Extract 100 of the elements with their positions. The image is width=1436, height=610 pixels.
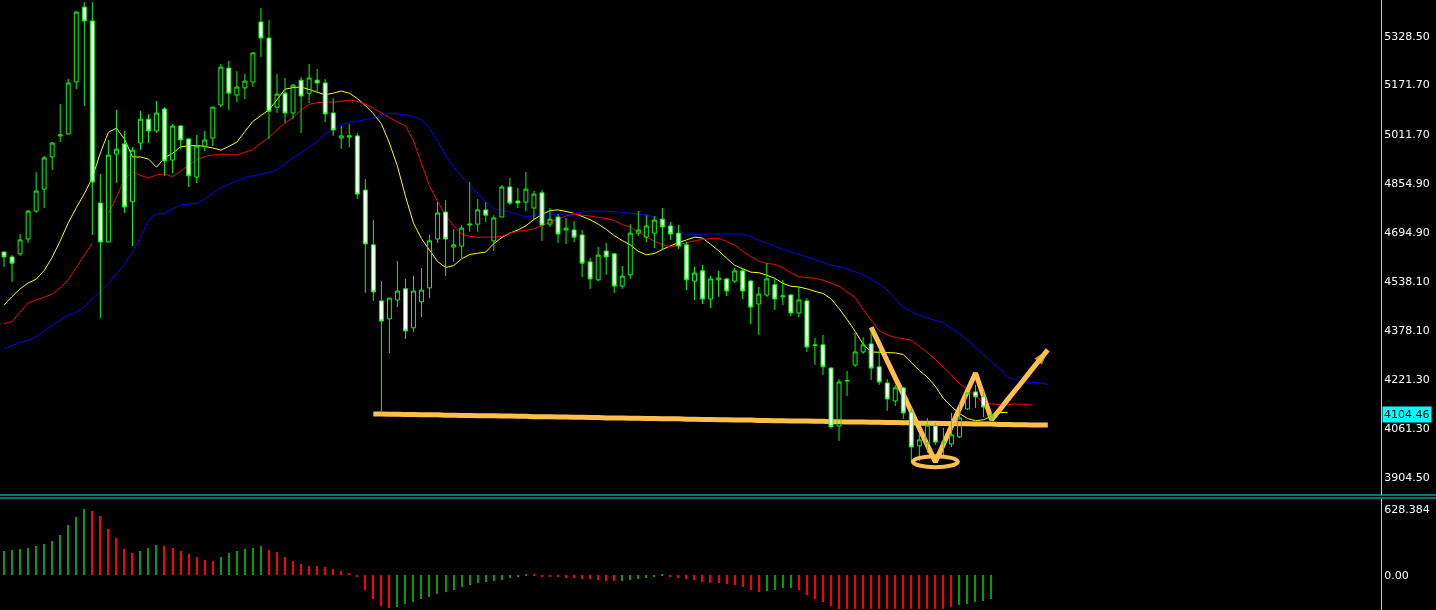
bar	[252, 548, 254, 575]
bar	[3, 551, 5, 575]
candlestick	[81, 1, 87, 107]
y-tick-label: 3904.50	[1384, 470, 1430, 484]
bar	[870, 575, 872, 609]
bar	[35, 546, 37, 575]
candlestick	[186, 137, 192, 188]
bar	[316, 566, 318, 575]
bar	[926, 575, 928, 609]
candlestick	[595, 246, 601, 282]
candlestick	[49, 141, 55, 171]
candlestick	[202, 130, 208, 152]
bar	[332, 569, 334, 575]
bar	[493, 575, 495, 581]
bar	[380, 575, 382, 606]
candlestick	[467, 181, 473, 233]
bar	[597, 575, 599, 580]
bar	[11, 550, 13, 575]
bar	[605, 575, 607, 581]
candlestick	[1, 251, 7, 268]
candlestick	[306, 63, 312, 104]
bar	[236, 551, 238, 575]
candlestick	[330, 97, 336, 137]
bar	[204, 560, 206, 575]
bar	[782, 575, 784, 588]
candlestick	[65, 78, 71, 135]
bar	[364, 575, 366, 590]
y-tick-label: 4378.10	[1384, 324, 1430, 338]
candlestick	[33, 171, 39, 214]
candlestick	[499, 184, 505, 218]
bar	[766, 575, 768, 591]
candlestick	[957, 402, 962, 439]
bar	[107, 529, 109, 575]
candlestick	[515, 187, 521, 209]
bar	[469, 575, 471, 585]
candlestick	[571, 220, 577, 243]
bar	[51, 541, 53, 575]
candlestick	[97, 173, 103, 319]
candlestick	[804, 297, 810, 353]
bar	[340, 571, 342, 575]
bar	[372, 575, 374, 599]
bar	[436, 575, 438, 594]
candlestick	[740, 267, 746, 300]
bar	[485, 575, 487, 582]
bar	[966, 575, 968, 604]
candlestick	[57, 103, 63, 143]
candlestick	[700, 264, 706, 305]
candlestick	[531, 190, 537, 221]
y-tick-label: 4694.90	[1384, 226, 1430, 240]
candlestick	[443, 199, 449, 277]
candlestick	[900, 386, 906, 420]
candlestick	[194, 134, 200, 184]
bar	[701, 575, 703, 582]
bar	[974, 575, 976, 602]
candlestick	[370, 219, 376, 302]
bar	[637, 575, 639, 579]
bar	[798, 575, 800, 590]
candlestick	[932, 422, 938, 446]
bar	[188, 554, 190, 575]
bar	[990, 575, 992, 599]
bar	[131, 553, 133, 575]
candlestick	[411, 275, 416, 333]
candlestick	[756, 286, 762, 336]
bar	[163, 546, 165, 575]
bar	[19, 549, 21, 575]
candlestick	[218, 63, 224, 108]
candlestick	[459, 224, 465, 259]
bar	[894, 575, 896, 609]
candlestick	[579, 229, 585, 278]
candlestick	[419, 267, 424, 318]
bar	[453, 575, 455, 590]
candlestick	[603, 242, 609, 276]
bar	[838, 575, 840, 609]
candlestick	[684, 241, 689, 291]
bar	[790, 575, 792, 588]
bar	[388, 575, 390, 608]
candlestick	[483, 201, 489, 223]
y-tick-label: 5011.70	[1384, 127, 1430, 141]
candlestick	[138, 110, 143, 151]
bar	[172, 548, 174, 575]
candlestick	[338, 125, 344, 150]
candlestick	[226, 60, 232, 111]
candlestick	[451, 228, 457, 263]
bar	[950, 575, 952, 607]
bar	[934, 575, 936, 609]
bar	[292, 561, 294, 575]
candlestick	[860, 336, 866, 355]
candlestick	[651, 215, 657, 249]
candlestick	[908, 407, 914, 462]
bar	[228, 553, 230, 575]
candlestick	[346, 123, 352, 148]
candlestick	[250, 51, 256, 88]
candlestick	[298, 76, 304, 134]
y-tick-label: 4854.90	[1384, 176, 1430, 190]
candlestick	[242, 73, 248, 100]
candlestick	[973, 384, 978, 409]
bar	[244, 549, 246, 575]
candlestick	[354, 132, 360, 200]
bar	[139, 551, 141, 575]
candlestick	[981, 390, 987, 418]
